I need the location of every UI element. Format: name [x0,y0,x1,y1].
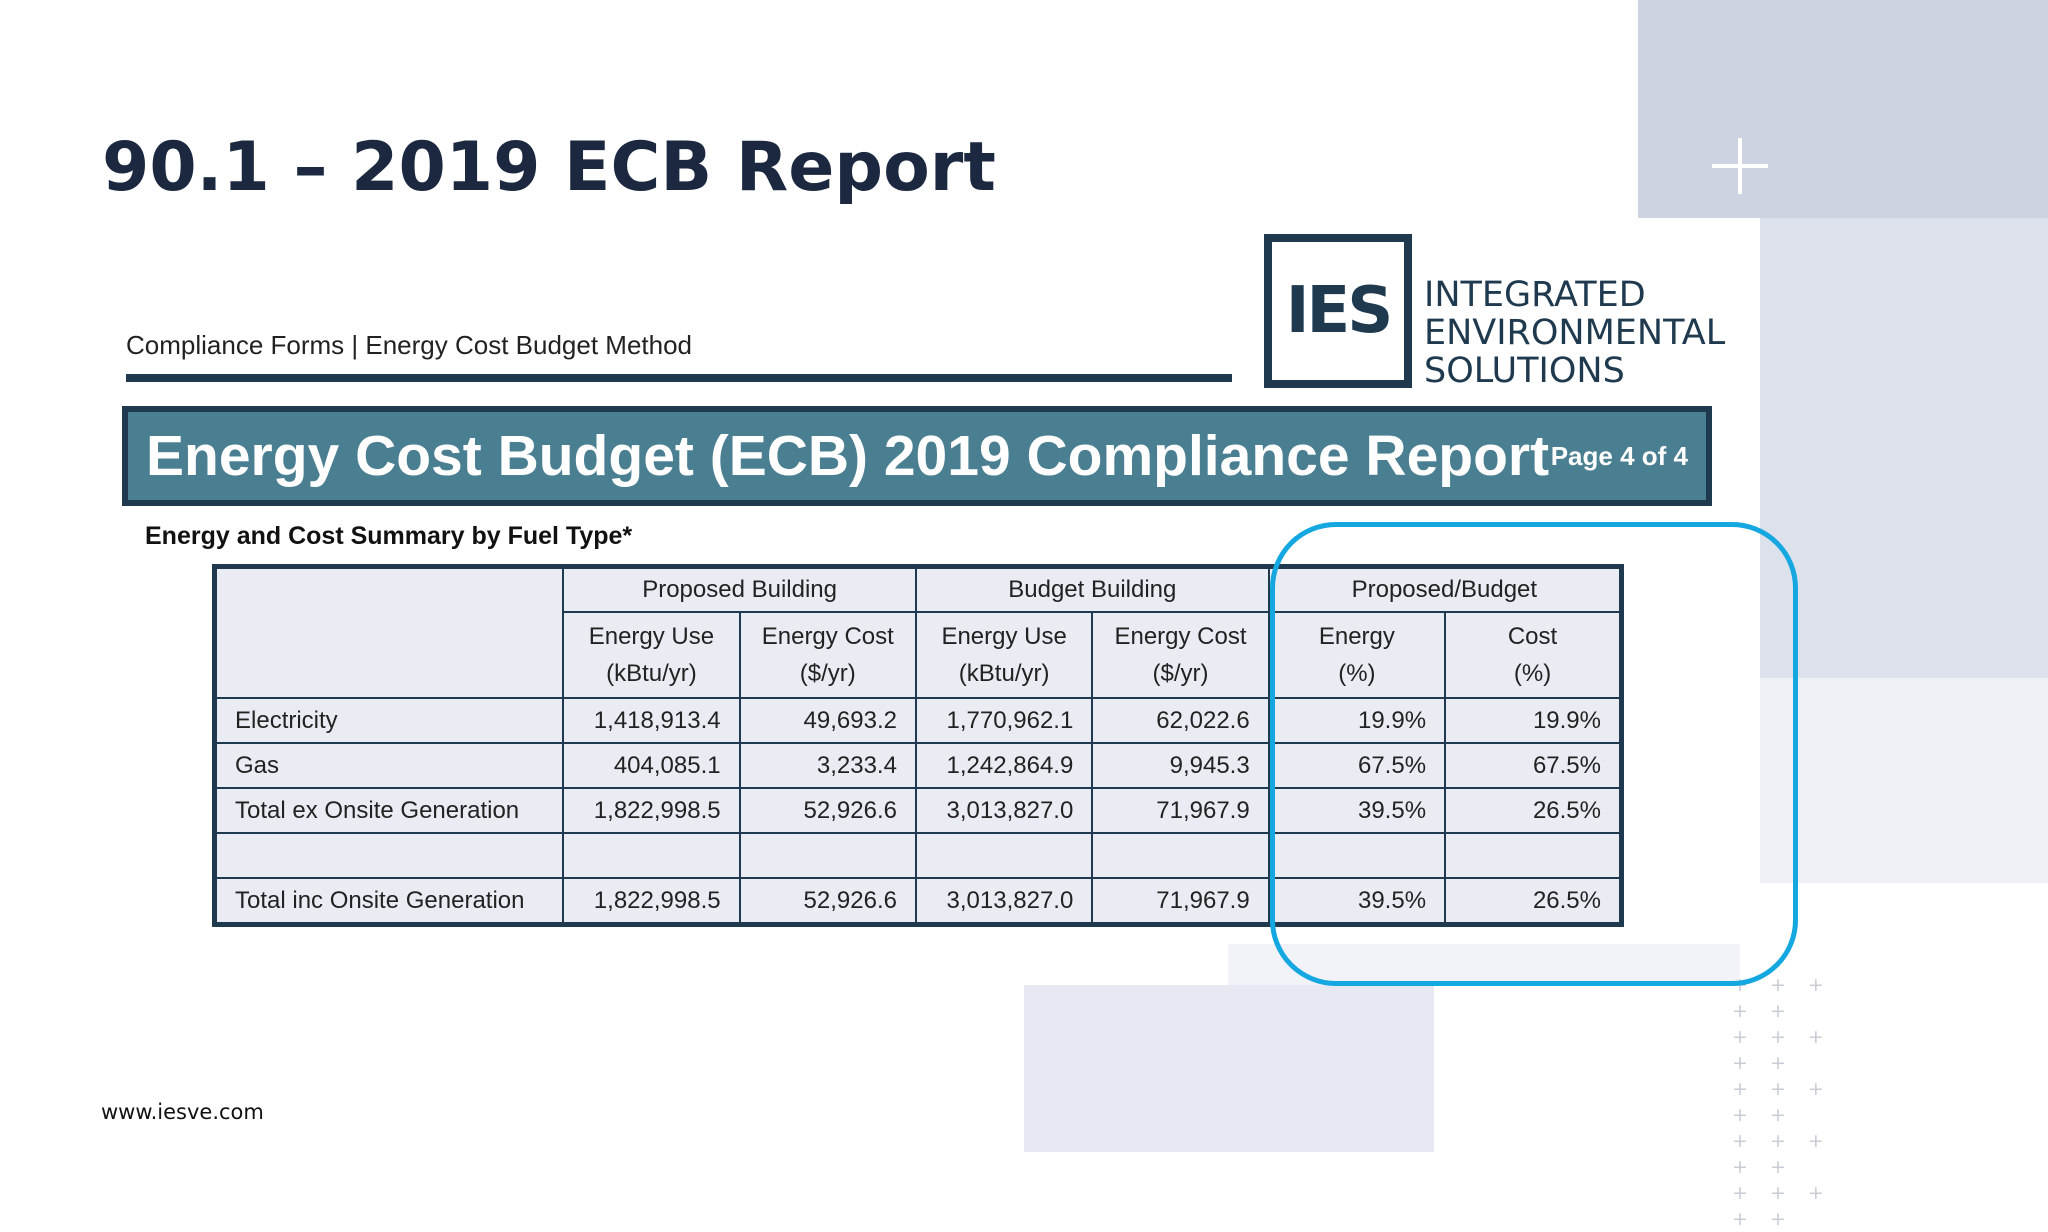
ies-logo-icon: IES [1264,234,1412,388]
plus-icon [1712,138,1768,194]
row-label [213,832,565,879]
plus-pattern: + + + + + + + + + + + + + + + + + + + + … [1732,974,1832,1230]
column-header: Energy Use (kBtu/yr) [914,611,1094,699]
table-cell: 3,013,827.0 [914,877,1094,926]
table-group-header-row: Proposed Building Budget Building Propos… [213,565,1623,699]
background-shape [1638,0,2048,218]
table-cell: 26.5% [1444,787,1623,834]
website-footer: www.iesve.com [101,1100,264,1124]
page-indicator: Page 4 of 4 [1550,440,1688,471]
column-header: Energy Cost ($/yr) [1091,611,1270,699]
table-cell: 71,967.9 [1091,877,1270,926]
table-cell: 26.5% [1444,877,1623,926]
table-cell: 49,693.2 [738,697,917,744]
background-shape [1024,985,1434,1152]
highlight-callout [1270,522,1798,986]
table-cell: 3,013,827.0 [914,787,1094,834]
row-label: Gas [213,742,565,789]
report-banner: Energy Cost Budget (ECB) 2019 Compliance… [122,406,1712,506]
table-cell: 67.5% [1444,742,1623,789]
table-cell [1444,832,1623,879]
table-cell [1091,832,1270,879]
table-cell: 1,822,998.5 [562,787,741,834]
table-row: Total ex Onsite Generation 1,822,998.5 5… [213,787,1623,834]
table-cell: 62,022.6 [1091,697,1270,744]
table-cell [914,832,1094,879]
column-header: Energy Use (kBtu/yr) [562,611,741,699]
slide-title: 90.1 – 2019 ECB Report [102,128,996,207]
column-group-header: Budget Building [914,565,1270,613]
row-label: Total ex Onsite Generation [213,787,565,834]
table-row: Electricity 1,418,913.4 49,693.2 1,770,9… [213,697,1623,744]
table-cell [562,832,741,879]
section-heading: Energy and Cost Summary by Fuel Type* [145,522,633,550]
report-subtitle: Compliance Forms | Energy Cost Budget Me… [126,330,693,360]
table-sub-header-row: Energy Use (kBtu/yr) Energy Cost ($/yr) En… [215,611,1623,699]
table-cell: 52,926.6 [738,877,917,926]
table-cell: 1,770,962.1 [914,697,1094,744]
energy-cost-summary-table: Proposed Building Budget Building Propos… [212,564,1624,927]
table-cell: 52,926.6 [738,787,917,834]
table-cell: 19.9% [1267,697,1447,744]
column-header: Cost (%) [1444,611,1623,699]
table-cell: 1,418,913.4 [562,697,741,744]
table-cell: 3,233.4 [738,742,917,789]
logo-line: ENVIRONMENTAL [1424,313,1726,353]
row-label: Electricity [213,697,565,744]
background-shape [1760,678,2048,883]
column-header: Energy (%) [1267,611,1447,699]
table-cell: 1,242,864.9 [914,742,1094,789]
background-shape [1760,218,2048,678]
table-cell: 39.5% [1267,787,1447,834]
table-cell: 9,945.3 [1091,742,1270,789]
logo-line: INTEGRATED [1424,275,1646,315]
logo-wordmark: INTEGRATED ENVIRONMENTAL SOLUTIONS [1424,276,1725,390]
table-cell: 1,822,998.5 [562,877,741,926]
banner-title: Energy Cost Budget (ECB) 2019 Compliance… [146,424,1550,488]
table-cell: 19.9% [1444,697,1623,744]
row-label: Total inc Onsite Generation [213,877,565,926]
column-header: Energy Cost ($/yr) [738,611,917,699]
table-cell [1267,832,1447,879]
table-cell [738,832,917,879]
logo-mark: IES [1285,274,1394,348]
header-divider [126,374,1232,382]
logo-line: SOLUTIONS [1424,351,1625,391]
table-row: Gas 404,085.1 3,233.4 1,242,864.9 9,945.… [213,742,1623,789]
table-cell: 39.5% [1267,877,1447,926]
table-corner-cell [213,565,565,699]
table-row: Total inc Onsite Generation 1,822,998.5 … [213,877,1623,926]
table-cell: 71,967.9 [1091,787,1270,834]
table-row [213,832,1623,879]
table-cell: 404,085.1 [562,742,741,789]
column-group-header: Proposed Building [562,565,917,613]
table-cell: 67.5% [1267,742,1447,789]
